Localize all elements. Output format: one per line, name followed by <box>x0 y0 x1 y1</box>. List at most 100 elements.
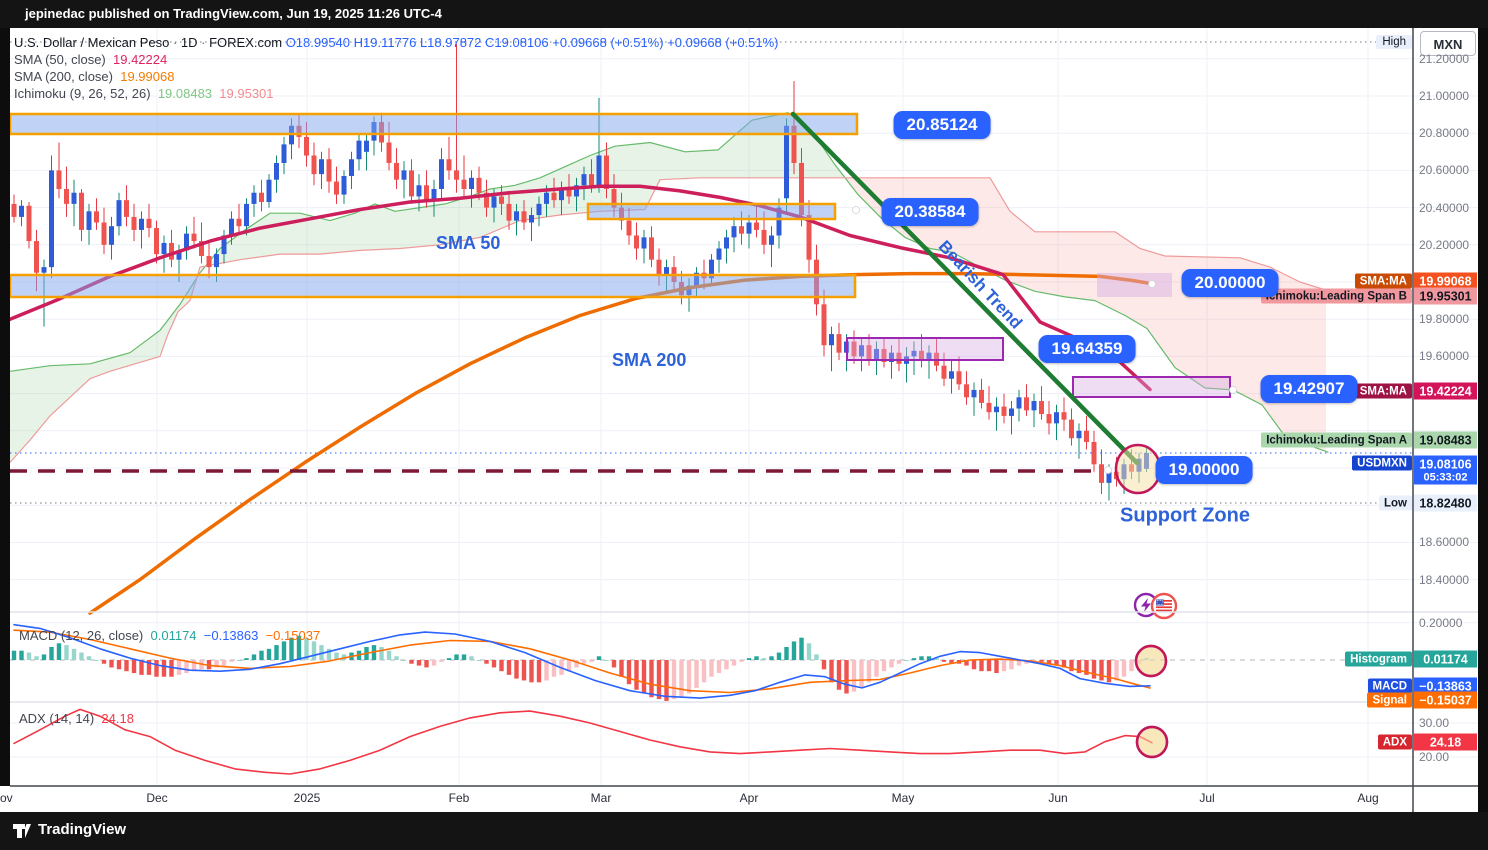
flag-stripe <box>1156 606 1172 609</box>
candle-body <box>604 155 609 189</box>
price-callout[interactable]: 20.00000 <box>1181 269 1279 297</box>
candle-body <box>776 207 782 236</box>
macd-histogram-bar <box>1046 660 1052 664</box>
axis-badge-label: MACD <box>1367 678 1412 694</box>
currency-chip[interactable]: MXN <box>1420 31 1476 56</box>
candle-body <box>499 196 504 204</box>
candle-body <box>769 235 774 245</box>
time-axis-label[interactable]: Jul <box>1199 791 1215 805</box>
ichimoku-cloud <box>206 113 846 266</box>
price-callout[interactable]: 19.42907 <box>1260 375 1358 403</box>
axis-badge-label: Signal <box>1367 692 1412 708</box>
candle-body <box>956 371 962 385</box>
candle-body <box>439 159 444 189</box>
time-axis-label[interactable]: Apr <box>739 791 759 805</box>
candle-body <box>754 222 759 230</box>
candle-body <box>116 200 122 227</box>
time-axis-label[interactable]: Dec <box>146 791 168 805</box>
macd-histogram-bar <box>791 641 797 660</box>
ohlc-open: O18.99540 <box>285 35 351 50</box>
candle-body <box>529 215 534 223</box>
candle-body <box>251 192 257 204</box>
macd-histogram-bar <box>904 660 909 661</box>
candle-body <box>101 222 107 245</box>
macd-histogram-bar <box>829 660 834 683</box>
sma50-legend[interactable]: SMA (50, close) 19.42224 <box>14 52 168 67</box>
candle-body <box>799 162 804 216</box>
candle-body <box>821 304 827 346</box>
candle-body <box>1091 441 1097 465</box>
macd-histogram-bar <box>401 660 407 661</box>
axis-tick-label: 18.60000 <box>1419 535 1470 549</box>
consolidation-box <box>1072 376 1231 398</box>
time-axis-label[interactable]: Aug <box>1357 791 1379 805</box>
candle-body <box>311 155 317 175</box>
supply-demand-zone <box>8 273 857 299</box>
macd-histogram-bar <box>1099 660 1104 681</box>
adx-line <box>13 708 1153 775</box>
sma50-annotation[interactable]: SMA 50 <box>436 233 501 253</box>
macd-histogram-bar <box>251 654 257 660</box>
axis-badge-value: 19.99068 <box>1414 272 1477 290</box>
price-callout[interactable]: 20.85124 <box>893 111 991 139</box>
adx-legend[interactable]: ADX (14, 14) 24.18 <box>19 711 134 726</box>
flag-stripe <box>1156 609 1172 612</box>
time-axis-label[interactable]: May <box>891 791 915 805</box>
sma200-annotation[interactable]: SMA 200 <box>612 350 687 370</box>
time-axis-label[interactable]: Jun <box>1048 791 1068 805</box>
ichimoku-span-b-value: 19.95301 <box>219 86 274 101</box>
support-zone-annotation[interactable]: Support Zone <box>1120 504 1250 527</box>
candle-body <box>41 267 47 273</box>
macd-histogram-bar <box>589 660 594 662</box>
candle-body <box>979 389 984 403</box>
macd-histogram-bar <box>439 660 444 662</box>
tradingview-brand[interactable]: TradingView <box>38 821 127 838</box>
macd-histogram-bar <box>431 660 437 666</box>
macd-histogram-bar <box>851 660 857 692</box>
ichimoku-legend[interactable]: Ichimoku (9, 26, 52, 26) 19.08483 19.953… <box>14 86 274 101</box>
candle-body <box>724 237 729 249</box>
price-callout[interactable]: 19.64359 <box>1038 335 1136 363</box>
candle-body <box>544 192 549 204</box>
callout-anchor-dot <box>1229 386 1237 394</box>
candle-body <box>1039 401 1044 415</box>
axis-tick-label: 20.40000 <box>1419 201 1470 215</box>
tradingview-logo-icon[interactable] <box>12 821 34 841</box>
time-axis-label[interactable]: Feb <box>448 791 470 805</box>
sma200-legend[interactable]: SMA (200, close) 19.99068 <box>14 69 175 84</box>
macd-histogram-bar <box>536 660 542 683</box>
publish-text: jepinedac published on TradingView.com, … <box>25 6 442 21</box>
ichimoku-cloud <box>846 177 1326 452</box>
macd-histogram-bar <box>604 660 609 661</box>
candle-body <box>1106 471 1112 483</box>
macd-histogram-bar <box>304 637 309 660</box>
macd-histogram-bar <box>964 660 969 666</box>
candle-body <box>836 334 842 353</box>
candle-body <box>1084 430 1089 442</box>
price-callout[interactable]: 19.00000 <box>1155 456 1253 484</box>
ohlc-high: H19.11776 <box>353 35 417 50</box>
time-axis-label[interactable]: Mar <box>590 791 612 805</box>
time-axis-label[interactable]: Nov <box>0 791 13 805</box>
macd-histogram-bar <box>926 656 932 660</box>
interval[interactable]: 1D <box>180 35 198 50</box>
macd-histogram-bar <box>1054 660 1059 666</box>
symbol-legend[interactable]: U.S. Dollar / Mexican Peso · 1D · FOREX.… <box>14 35 779 50</box>
ichimoku-cloud <box>198 265 206 276</box>
macd-histogram-bar <box>814 654 819 660</box>
candle-body <box>79 192 84 230</box>
candle-body <box>829 334 834 346</box>
candle-body <box>169 242 174 260</box>
macd-legend[interactable]: MACD (12, 26, close) 0.01174 −0.13863 −0… <box>19 628 321 643</box>
time-axis-label[interactable]: 2025 <box>293 791 321 805</box>
candle-body <box>521 211 527 223</box>
lavender-box <box>1097 273 1172 297</box>
macd-histogram-bar <box>724 660 729 670</box>
macd-histogram-bar <box>836 660 842 690</box>
axis-tick-label: 18.40000 <box>1419 573 1470 587</box>
macd-histogram-bar <box>131 660 137 674</box>
candle-body <box>139 218 144 230</box>
price-callout[interactable]: 20.38584 <box>881 198 979 226</box>
highlight-circle <box>1135 725 1169 759</box>
